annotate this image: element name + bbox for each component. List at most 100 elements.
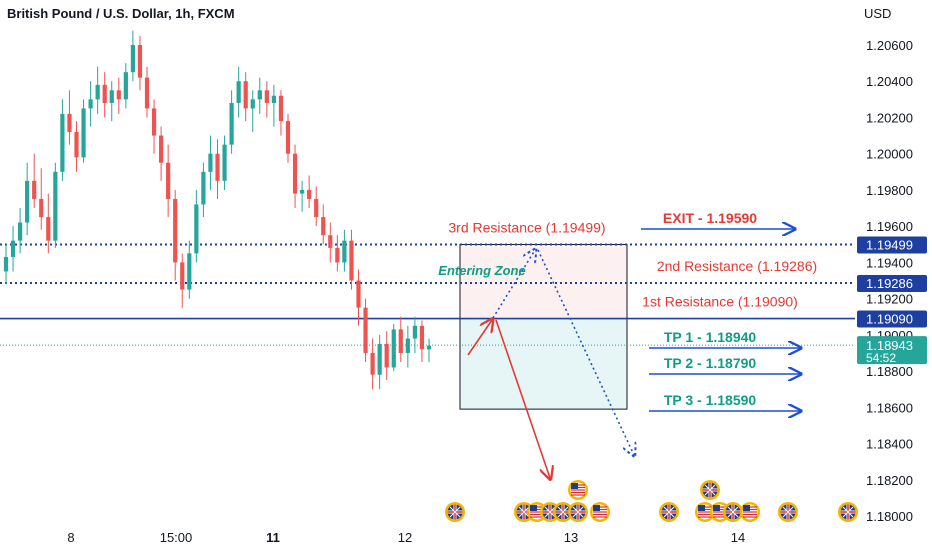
level-price-value: 1.19090	[866, 312, 913, 327]
candle-body	[208, 153, 213, 172]
candle-body	[137, 45, 143, 78]
targets: EXIT - 1.19590 TP 1 - 1.18940 TP 2 - 1.187…	[641, 210, 801, 411]
time-tick-label: 8	[67, 530, 74, 545]
economic-events[interactable]	[445, 480, 858, 522]
sell-zone-box	[459, 243, 628, 320]
entering-zone-label: Entering Zone	[438, 263, 525, 278]
price-tick-label: 1.20200	[866, 110, 913, 125]
us-flag-icon[interactable]	[695, 502, 715, 522]
candle-body	[314, 198, 319, 218]
candle-body	[335, 247, 340, 263]
candle-body	[328, 235, 333, 248]
price-tick-label: 1.19600	[866, 219, 913, 234]
candle-body	[243, 81, 248, 109]
candle-body	[25, 180, 30, 223]
candle-body	[321, 217, 326, 236]
us-flag-icon[interactable]	[568, 480, 588, 500]
candle-body	[46, 217, 51, 241]
current-price-tag[interactable]	[857, 336, 927, 365]
level-price-tag[interactable]	[857, 236, 927, 254]
uk-flag-icon[interactable]	[778, 502, 798, 522]
time-tick-label: 14	[731, 530, 745, 545]
candle-body	[53, 171, 58, 241]
price-tick-label: 1.18800	[866, 364, 913, 379]
chart-title: British Pound / U.S. Dollar, 1h, FXCM	[7, 6, 235, 21]
candle-body	[201, 171, 206, 205]
candle-body	[300, 189, 305, 194]
candle-body	[95, 84, 100, 100]
candle-body	[173, 198, 178, 263]
candle-countdown: 54:52	[866, 351, 896, 365]
candle-body	[229, 102, 234, 145]
candle-body	[391, 329, 396, 368]
price-tick-label: 1.20400	[866, 74, 913, 89]
target-label-4: TP 3 - 1.18590	[664, 392, 757, 408]
uk-flag-icon[interactable]	[553, 502, 573, 522]
annotations	[467, 250, 634, 478]
projection-up-arrow	[492, 250, 535, 319]
candle-body	[116, 90, 121, 100]
candle-body	[215, 153, 220, 181]
candle-body	[102, 84, 107, 103]
candle-body	[264, 90, 269, 103]
price-tick-label: 1.18200	[866, 473, 913, 488]
candle-body	[3, 256, 9, 272]
candle-body	[123, 72, 128, 100]
candle-body	[236, 81, 241, 103]
uk-flag-icon[interactable]	[700, 480, 720, 500]
us-flag-icon[interactable]	[590, 502, 610, 522]
candle-body	[130, 45, 135, 73]
candle-body	[370, 352, 375, 375]
candle-body	[307, 189, 312, 199]
candles	[3, 30, 432, 390]
time-axis[interactable]: 8 15:00 11 12 13 14	[67, 530, 745, 545]
resistance-levels: 3rd Resistance (1.19499) 2nd Resistance (…	[0, 219, 855, 346]
candle-body	[363, 307, 368, 353]
target-zone-box	[459, 318, 628, 410]
time-tick-label: 15:00	[160, 530, 193, 545]
candle-body	[349, 240, 354, 281]
price-tick-label: 1.20600	[866, 38, 913, 53]
resistance-label-3: 1st Resistance (1.19090)	[642, 294, 798, 310]
price-tick-label: 1.18400	[866, 437, 913, 452]
candle-body	[109, 90, 114, 103]
candle-body	[271, 95, 276, 103]
uk-flag-icon[interactable]	[568, 502, 588, 522]
candle-body	[194, 204, 199, 254]
price-tick-label: 1.19800	[866, 183, 913, 198]
entry-arrow	[467, 320, 492, 356]
level-price-tag[interactable]	[857, 310, 927, 328]
uk-flag-icon[interactable]	[445, 502, 465, 522]
candle-body	[342, 240, 347, 263]
target-label-2: TP 1 - 1.18940	[664, 329, 757, 345]
candle-body	[426, 345, 432, 350]
candle-body	[405, 338, 410, 353]
candle-body	[412, 325, 417, 339]
time-tick-label: 11	[266, 530, 280, 545]
us-flag-icon[interactable]	[740, 502, 760, 522]
candle-body	[81, 108, 86, 158]
uk-flag-icon[interactable]	[838, 502, 858, 522]
candle-body	[88, 99, 93, 109]
candle-body	[257, 90, 262, 100]
level-price-tag[interactable]	[857, 275, 927, 293]
level-price-value: 1.19499	[866, 237, 913, 252]
candle-body	[384, 343, 389, 368]
candle-body	[278, 95, 284, 122]
candle-body	[398, 329, 403, 353]
price-axis-currency: USD	[864, 6, 891, 21]
price-tick-label: 1.18000	[866, 509, 913, 524]
candle-body	[285, 121, 291, 154]
candle-body	[144, 77, 150, 109]
uk-flag-icon[interactable]	[659, 502, 679, 522]
level-price-value: 1.19286	[866, 276, 913, 291]
resistance-label-2: 2nd Resistance (1.19286)	[657, 258, 817, 274]
candle-body	[18, 222, 23, 241]
candle-body	[67, 113, 72, 132]
candle-body	[419, 325, 425, 350]
current-price-value: 1.18943	[866, 338, 913, 353]
candle-body	[292, 153, 298, 194]
uk-flag-icon[interactable]	[723, 502, 743, 522]
